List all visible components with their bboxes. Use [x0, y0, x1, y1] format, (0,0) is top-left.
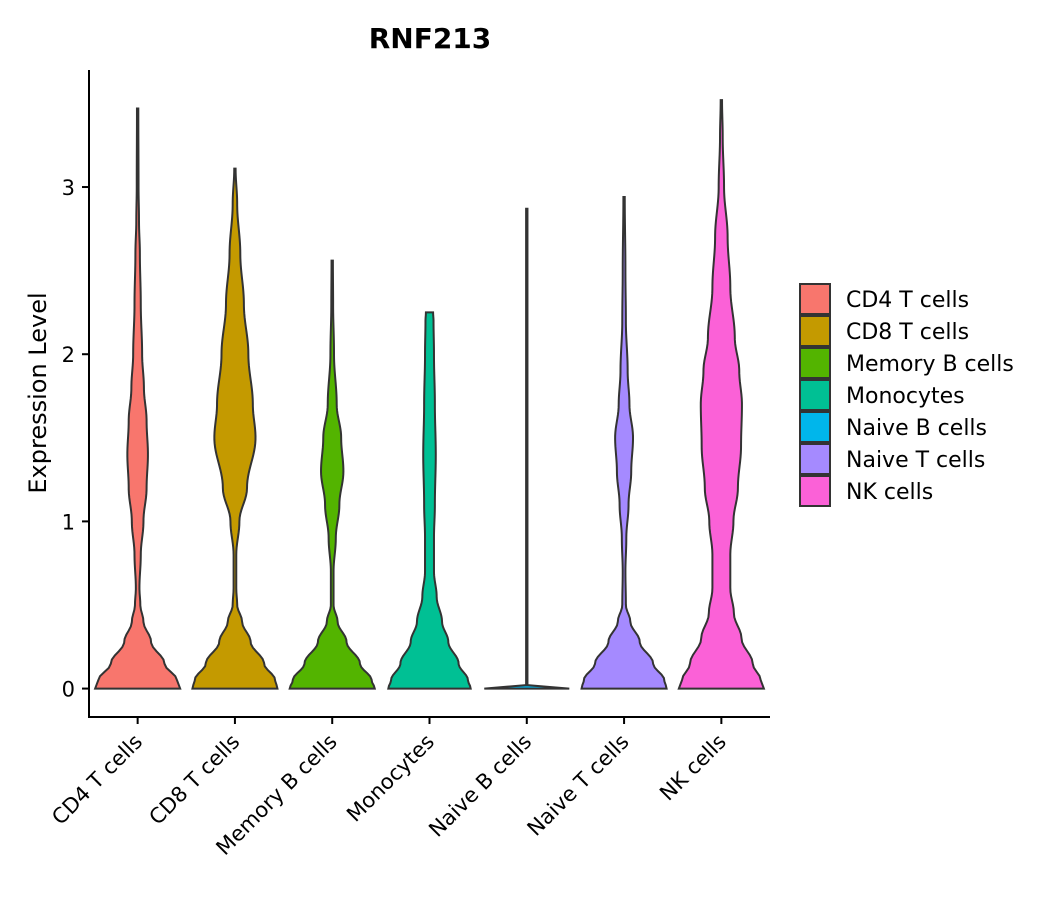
- legend-swatch: [799, 315, 831, 347]
- chart-title: RNF213: [369, 22, 492, 55]
- legend-swatch: [799, 347, 831, 379]
- x-tick-label: Monocytes: [342, 730, 439, 827]
- violin-naive-t-cells: [580, 196, 668, 690]
- legend-label: NK cells: [846, 480, 933, 505]
- y-tick-label: 3: [62, 176, 75, 200]
- legend-swatch: [799, 411, 831, 443]
- y-axis-ticks: 0 1 2 3: [62, 176, 89, 702]
- legend-label: Monocytes: [846, 384, 965, 409]
- y-tick-label: 1: [62, 510, 75, 534]
- legend-label: CD4 T cells: [846, 288, 969, 313]
- x-tick-label: CD8 T cells: [144, 730, 244, 830]
- x-tick-label: CD4 T cells: [47, 730, 147, 830]
- x-tick-label: NK cells: [655, 730, 731, 806]
- y-tick-label: 0: [62, 678, 75, 702]
- legend-label: Naive T cells: [846, 448, 985, 473]
- legend-label: Naive B cells: [846, 416, 987, 441]
- violin-cd8-t-cells: [191, 167, 279, 690]
- legend-swatch: [799, 475, 831, 507]
- violins-layer: [93, 99, 766, 690]
- violin-memory-b-cells: [288, 259, 377, 690]
- x-tick-label: Naive T cells: [523, 730, 634, 841]
- legend-swatch: [799, 443, 831, 475]
- y-tick-label: 2: [62, 343, 75, 367]
- legend-label: Memory B cells: [846, 352, 1014, 377]
- violin-nk-cells: [677, 99, 766, 690]
- legend-swatch: [799, 379, 831, 411]
- legend-swatch: [799, 283, 831, 315]
- legend-label: CD8 T cells: [846, 320, 969, 345]
- legend: CD4 T cells CD8 T cells Memory B cells Mono…: [799, 283, 1014, 507]
- violin-cd4-t-cells: [93, 107, 182, 690]
- violin-naive-b-cells: [484, 207, 570, 690]
- violin-monocytes: [387, 311, 472, 690]
- x-tick-label: Naive B cells: [424, 730, 536, 842]
- y-axis-title: Expression Level: [24, 292, 52, 493]
